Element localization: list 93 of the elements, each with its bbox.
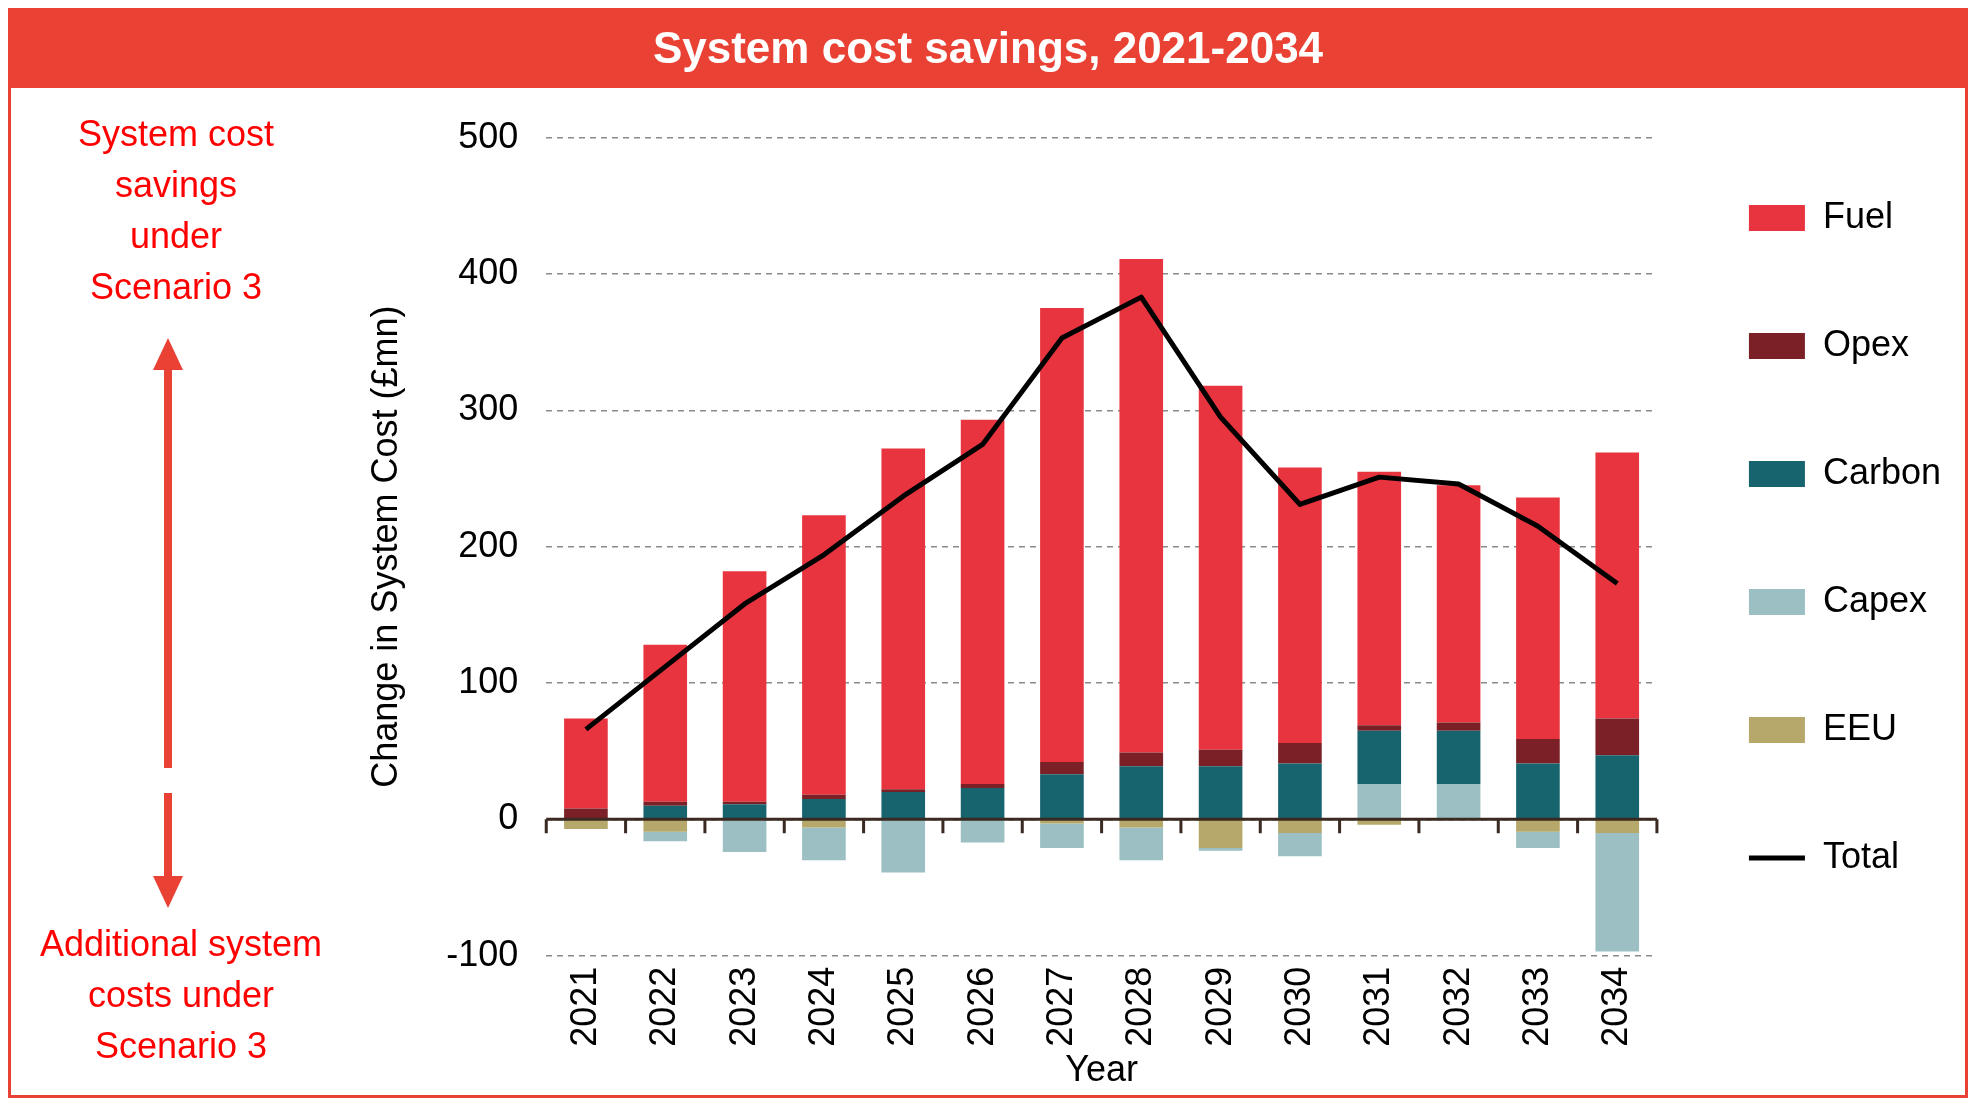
bar [564, 820, 608, 829]
bar [1357, 725, 1402, 731]
bar [1119, 766, 1164, 819]
x-tick-label: 2024 [800, 966, 842, 1047]
x-tick-label: 2023 [721, 966, 763, 1047]
bar [881, 792, 926, 819]
bar [564, 808, 608, 819]
x-tick-label: 2022 [642, 966, 684, 1047]
bar [1516, 820, 1560, 832]
legend-label: Fuel [1822, 194, 1893, 236]
bar [960, 419, 1005, 784]
bar [802, 515, 846, 795]
y-tick-label: 500 [458, 114, 519, 156]
bar [1516, 831, 1560, 848]
x-axis-title: Year [1065, 1048, 1138, 1090]
bar [1436, 485, 1481, 723]
bar [643, 644, 688, 802]
bar [722, 804, 767, 819]
bar [1357, 471, 1402, 726]
bar [643, 801, 688, 806]
chart-title: System cost savings, 2021-2034 [11, 8, 1965, 88]
bar [960, 820, 1005, 843]
bar [1119, 752, 1164, 767]
x-tick-label: 2034 [1594, 966, 1636, 1047]
bar [643, 820, 688, 832]
bar [1516, 763, 1560, 819]
bar [802, 820, 846, 828]
y-tick-label: 0 [498, 796, 519, 838]
bar [1436, 722, 1481, 731]
x-tick-label: 2028 [1118, 966, 1160, 1047]
bar [802, 794, 846, 799]
bar [1516, 738, 1560, 764]
x-tick-label: 2025 [880, 966, 922, 1047]
bar [1278, 833, 1322, 857]
legend-label: Total [1822, 834, 1899, 876]
x-tick-label: 2021 [562, 966, 604, 1047]
bar [1278, 763, 1322, 819]
bar [881, 789, 926, 793]
bar [1119, 827, 1164, 861]
bar [1595, 833, 1640, 952]
bar [802, 827, 846, 861]
x-tick-label: 2032 [1435, 966, 1477, 1047]
bar [1278, 467, 1322, 743]
legend-label: Opex [1822, 322, 1909, 364]
bar [1595, 452, 1640, 719]
x-tick-label: 2029 [1197, 966, 1239, 1047]
y-tick-label: 400 [458, 250, 519, 292]
bar [1040, 774, 1084, 819]
bar [1198, 385, 1243, 750]
bar [1436, 783, 1481, 819]
bar [881, 820, 926, 873]
legend-label: Carbon [1822, 450, 1942, 492]
y-tick-label: 300 [458, 387, 519, 429]
bar [1357, 783, 1402, 819]
y-axis-title: Change in System Cost (£mn) [363, 305, 405, 788]
bar [802, 798, 846, 819]
bar [1595, 820, 1640, 833]
x-tick-label: 2031 [1356, 966, 1398, 1047]
bar [722, 820, 767, 853]
x-tick-label: 2027 [1038, 966, 1080, 1047]
bar [1516, 497, 1560, 739]
legend-label: Capex [1822, 578, 1927, 620]
bar [1278, 820, 1322, 833]
x-tick-label: 2033 [1514, 966, 1556, 1047]
y-tick-label: -100 [446, 932, 519, 974]
bar [1436, 730, 1481, 784]
bar [643, 831, 688, 842]
bar [1119, 820, 1164, 828]
bar [960, 788, 1005, 819]
bar [881, 448, 926, 790]
bar [1595, 755, 1640, 819]
bar [1198, 820, 1243, 848]
bar [722, 571, 767, 802]
text: Additional system costs under Scenario 3 [38, 922, 324, 1068]
y-tick-label: 200 [458, 523, 519, 565]
bar [1357, 730, 1402, 784]
bar [1198, 749, 1243, 767]
x-tick-label: 2030 [1276, 966, 1318, 1047]
bar [1040, 823, 1084, 848]
bar [1595, 718, 1640, 756]
bar [1040, 762, 1084, 775]
bar [1198, 848, 1243, 851]
bar [1278, 743, 1322, 764]
bar [1119, 258, 1164, 753]
legend-label: EEU [1822, 706, 1897, 748]
text: System cost savings under Scenario 3 [76, 112, 276, 309]
y-tick-label: 100 [458, 659, 519, 701]
bar [1040, 308, 1084, 763]
bar [564, 718, 608, 809]
x-tick-label: 2026 [959, 966, 1001, 1047]
bar [960, 783, 1005, 788]
bar [643, 805, 688, 819]
bar [1198, 766, 1243, 819]
